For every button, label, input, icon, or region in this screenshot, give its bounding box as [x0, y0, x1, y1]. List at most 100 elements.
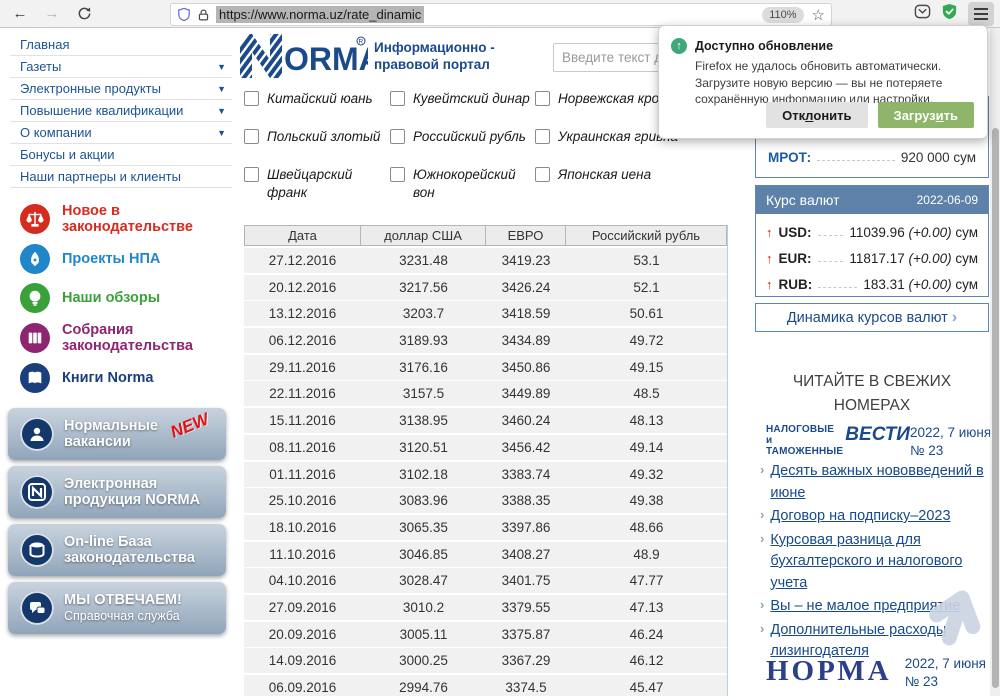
banner-online-base[interactable]: On-line База законодательства — [8, 524, 226, 576]
cell-rate: 46.24 — [629, 626, 664, 642]
issue-nv[interactable]: НАЛОГОВЫЕ и ТАМОЖЕННЫЕ ВЕСТИ 2022, 7 июн… — [766, 424, 991, 460]
cell-date: 06.09.2016 — [268, 680, 337, 695]
norma-logo[interactable]: ORMA R — [240, 33, 382, 84]
news-link[interactable]: Десять важных нововведений в июне — [770, 463, 984, 501]
rate-row: ↑ EUR: 11817.17 (+0.00) сум — [756, 245, 988, 271]
rate-value: 11817.17 (+0.00) сум — [849, 251, 978, 266]
cell-date: 20.12.2016 — [268, 279, 337, 295]
cell-rate: 3189.93 — [399, 333, 448, 349]
rates-table-header: Дата доллар США ЕВРО Российский рубль — [244, 225, 727, 246]
sidebar-menu-item[interactable]: Повышение квалификации ▼ — [10, 100, 232, 122]
news-link[interactable]: Курсовая разница для бухгалтерского и на… — [770, 531, 963, 591]
currency-checkbox[interactable] — [390, 167, 405, 182]
scrollbar-thumb[interactable] — [991, 128, 999, 688]
table-row: 15.11.2016 3138.95 3460.24 48.13 — [244, 408, 727, 434]
cell-rate: 3379.55 — [501, 599, 551, 615]
banner-products[interactable]: Электронная продукция NORMA — [8, 466, 226, 518]
table-row: 14.09.2016 3000.25 3367.29 46.12 — [244, 648, 727, 674]
cell-rate: 3388.35 — [501, 493, 551, 509]
browser-toolbar: ← → https://www.norma.uz/rate_dinamic 11… — [0, 0, 1000, 28]
sidebar-quicklink[interactable]: Новое в законодательстве — [20, 203, 228, 235]
adblock-shield-icon[interactable] — [941, 3, 958, 25]
cell-rate: 46.12 — [629, 653, 664, 669]
bookmark-star-icon[interactable]: ☆ — [811, 6, 825, 24]
scroll-to-top-icon[interactable] — [925, 583, 987, 656]
currency-checkbox[interactable] — [535, 167, 550, 182]
cell-rate: 3419.23 — [501, 253, 551, 268]
nv-logo-line1: НАЛОГОВЫЕ и — [766, 424, 835, 446]
banner-label: МЫ ОТВЕЧАЕМ! Справочная служба — [64, 592, 182, 624]
sidebar-menu: Главная Газеты ▼ Электронные продукты ▼ Повыш… — [10, 34, 232, 188]
banner-we-answer[interactable]: МЫ ОТВЕЧАЕМ! Справочная служба — [8, 582, 226, 634]
cell-date: 13.12.2016 — [268, 306, 337, 322]
fresh-issues-heading: ЧИТАЙТЕ В СВЕЖИХ НОМЕРАХ — [755, 370, 989, 418]
table-row: 18.10.2016 3065.35 3397.86 48.66 — [244, 514, 727, 540]
chevron-down-icon: ▼ — [217, 83, 226, 94]
sidebar-quicklink[interactable]: Книги Norma — [20, 363, 228, 393]
currency-filter-item: Кувейтский динар — [390, 90, 535, 128]
nv-logo: НАЛОГОВЫЕ и ТАМОЖЕННЫЕ — [766, 424, 843, 457]
cell-rate: 49.15 — [629, 359, 664, 375]
sidebar-menu-item[interactable]: О компании ▼ — [10, 122, 232, 144]
mrot-label: МРОТ: — [768, 150, 812, 165]
issue-norma[interactable]: НОРМА 2022, 7 июня № 23 — [766, 655, 986, 691]
issue-number: № 23 — [904, 674, 939, 689]
currency-checkbox[interactable] — [244, 167, 259, 182]
rate-code: RUB: — [778, 276, 813, 292]
sidebar-quicklink[interactable]: Проекты НПА — [20, 244, 228, 274]
back-icon[interactable]: ← — [12, 5, 28, 22]
rate-row: ↑ USD: 11039.96 (+0.00) сум — [756, 219, 988, 245]
currency-checkbox[interactable] — [244, 129, 259, 144]
currency-checkbox[interactable] — [535, 91, 550, 106]
chevron-right-icon: › — [760, 530, 765, 546]
cell-rate: 2994.76 — [399, 680, 448, 695]
cell-rate: 3231.48 — [399, 253, 448, 268]
url-bar[interactable]: https://www.norma.uz/rate_dinamic 110% ☆ — [170, 3, 832, 26]
url-text[interactable]: https://www.norma.uz/rate_dinamic — [216, 6, 425, 23]
cell-rate: 3383.74 — [501, 466, 551, 482]
news-link[interactable]: Договор на подписку–2023 — [770, 508, 951, 524]
tracking-shield-icon[interactable] — [177, 7, 191, 22]
rates-widget-title: Курс валют — [766, 192, 840, 208]
sidebar-quicklink[interactable]: Собрания законодательства — [20, 322, 228, 354]
banner-label: Нормальные вакансии — [64, 418, 158, 450]
sidebar-banners: Нормальные вакансии NEW Электронная прод… — [8, 408, 226, 640]
pocket-icon[interactable] — [914, 3, 931, 25]
sidebar-quicklink[interactable]: Наши обзоры — [20, 283, 228, 313]
rates-widget-date: 2022-06-09 — [916, 193, 978, 207]
chat-bubbles-icon — [20, 591, 54, 625]
lock-icon[interactable] — [197, 8, 210, 22]
zoom-level-badge[interactable]: 110% — [762, 6, 804, 23]
currency-checkbox[interactable] — [244, 91, 259, 106]
news-link[interactable]: Дополнительные расходы лизингодателя — [770, 621, 947, 660]
news-link-item: › Десять важных нововведений в июне — [760, 461, 985, 504]
news-link[interactable]: Вы – не малое предприятие — [770, 598, 961, 614]
currency-checkbox-label: Кувейтский динар — [413, 91, 530, 106]
rate-unit: сум — [951, 224, 978, 240]
menu-hamburger-icon[interactable] — [968, 2, 994, 26]
sidebar-menu-item[interactable]: Бонусы и акции — [10, 144, 232, 166]
issue-date-line: 2022, 7 июня — [904, 656, 986, 671]
quicklink-label: Наши обзоры — [62, 290, 161, 306]
currency-checkbox[interactable] — [535, 129, 550, 144]
sidebar-menu-item[interactable]: Электронные продукты ▼ — [10, 78, 232, 100]
rates-widget-header: Курс валют 2022-06-09 — [756, 186, 988, 214]
page-scrollbar — [990, 28, 1000, 696]
rates-dynamics-link[interactable]: Динамика курсов валют — [786, 309, 948, 326]
currency-filter-item: Украинская гривна — [535, 128, 720, 166]
reload-icon[interactable] — [72, 3, 96, 25]
sidebar-quick-links: Новое в законодательстве Проекты НПА Наши … — [20, 203, 228, 402]
rate-code: USD: — [778, 224, 812, 240]
forward-icon[interactable]: → — [44, 5, 60, 22]
currency-checkbox[interactable] — [390, 91, 405, 106]
currency-checkbox[interactable] — [390, 129, 405, 144]
download-button[interactable]: Загруз и ть — [877, 102, 974, 128]
person-icon — [20, 417, 54, 451]
sidebar-menu-item[interactable]: Наши партнеры и клиенты — [10, 166, 232, 188]
banner-vacancies[interactable]: Нормальные вакансии NEW — [8, 408, 226, 460]
sidebar-menu-item[interactable]: Газеты ▼ — [10, 56, 232, 78]
currency-filter-item: Российский рубль — [390, 128, 535, 166]
dismiss-button[interactable]: Отк л онить — [766, 102, 868, 128]
banner-label: Электронная продукция NORMA — [64, 476, 201, 508]
sidebar-menu-item[interactable]: Главная — [10, 34, 232, 56]
